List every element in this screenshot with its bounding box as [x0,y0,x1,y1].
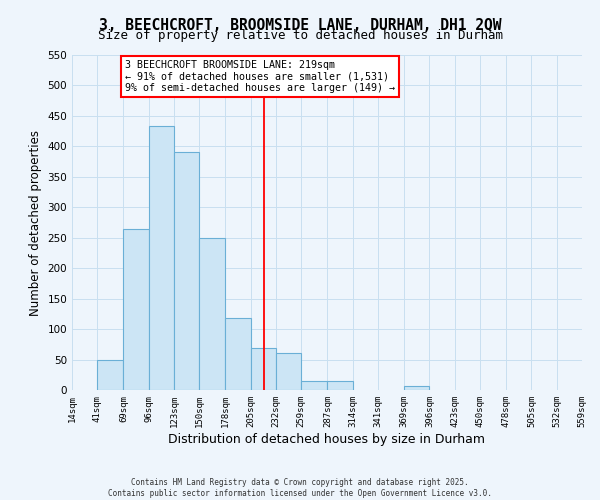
Bar [404,386,430,390]
Text: Size of property relative to detached houses in Durham: Size of property relative to detached ho… [97,29,503,42]
X-axis label: Distribution of detached houses by size in Durham: Distribution of detached houses by size … [169,432,485,446]
Y-axis label: Number of detached properties: Number of detached properties [29,130,42,316]
Bar [251,348,276,390]
Bar [97,360,124,390]
Bar [226,318,251,390]
Bar [199,238,226,390]
Bar [174,152,199,390]
Text: 3 BEECHCROFT BROOMSIDE LANE: 219sqm
← 91% of detached houses are smaller (1,531): 3 BEECHCROFT BROOMSIDE LANE: 219sqm ← 91… [125,60,395,93]
Bar [328,381,353,390]
Text: 3, BEECHCROFT, BROOMSIDE LANE, DURHAM, DH1 2QW: 3, BEECHCROFT, BROOMSIDE LANE, DURHAM, D… [99,18,501,32]
Bar [124,228,149,390]
Bar [149,126,174,390]
Bar [301,381,328,390]
Bar [276,354,301,390]
Text: Contains HM Land Registry data © Crown copyright and database right 2025.
Contai: Contains HM Land Registry data © Crown c… [108,478,492,498]
